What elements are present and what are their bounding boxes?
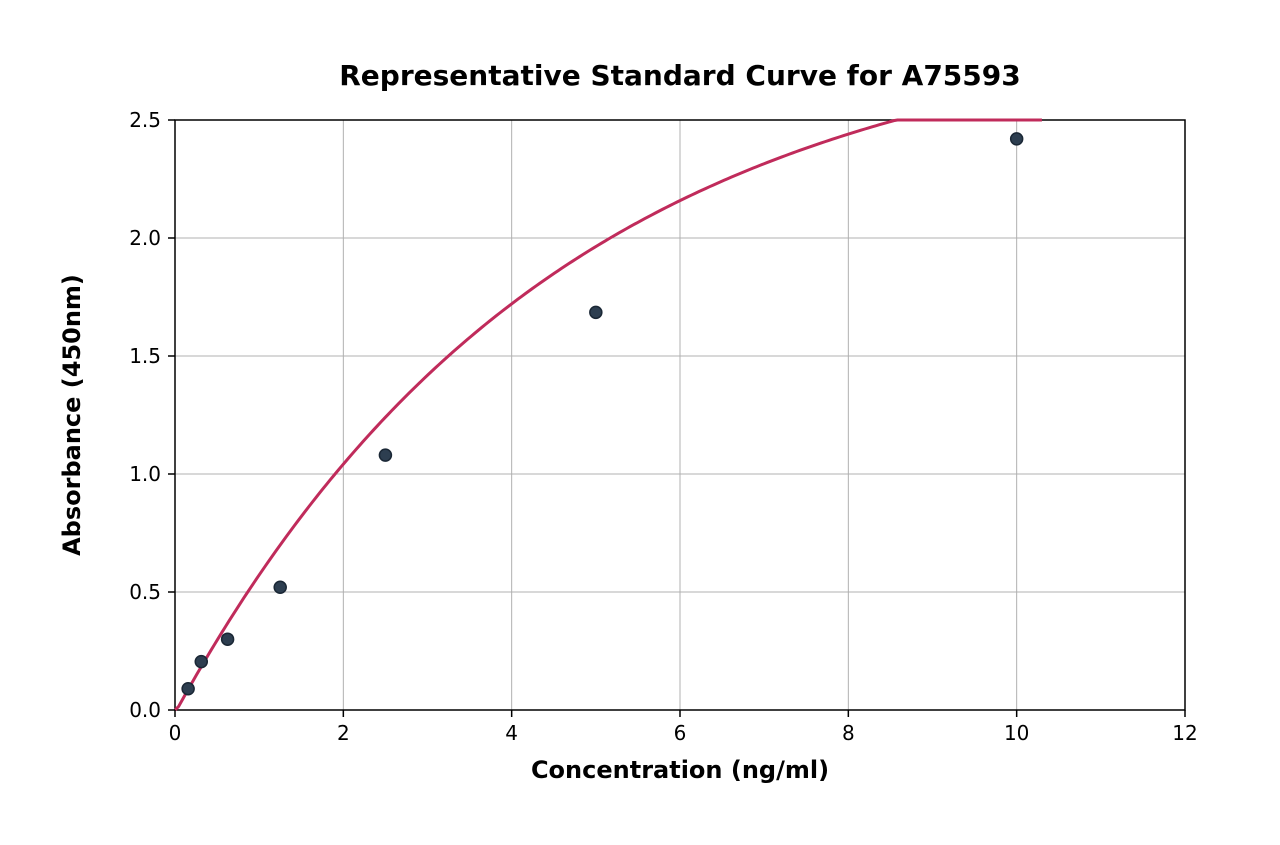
- y-tick-label: 2.0: [129, 226, 161, 250]
- x-tick-label: 0: [169, 721, 182, 745]
- data-point: [182, 683, 194, 695]
- y-tick-label: 2.5: [129, 108, 161, 132]
- standard-curve-chart: 0 2 4 6 8 10 12 0.0 0.5 1.0 1.5 2.0 2.5 Concentration…: [0, 0, 1280, 845]
- chart-title: Representative Standard Curve for A75593: [339, 59, 1021, 92]
- y-tick-label: 1.5: [129, 344, 161, 368]
- x-tick-label: 8: [842, 721, 855, 745]
- y-tick-label: 0.5: [129, 580, 161, 604]
- y-axis-label: Absorbance (450nm): [58, 274, 86, 556]
- x-tick-label: 4: [505, 721, 518, 745]
- chart-background: [0, 0, 1280, 845]
- x-tick-label: 10: [1004, 721, 1029, 745]
- y-tick-label: 1.0: [129, 462, 161, 486]
- x-tick-label: 12: [1172, 721, 1197, 745]
- x-tick-label: 6: [674, 721, 687, 745]
- x-tick-label: 2: [337, 721, 350, 745]
- y-tick-label: 0.0: [129, 698, 161, 722]
- data-point: [1011, 133, 1023, 145]
- data-point: [222, 633, 234, 645]
- data-point: [379, 449, 391, 461]
- x-axis-label: Concentration (ng/ml): [531, 756, 829, 784]
- data-point: [274, 581, 286, 593]
- data-point: [195, 656, 207, 668]
- data-point: [590, 306, 602, 318]
- chart-container: 0 2 4 6 8 10 12 0.0 0.5 1.0 1.5 2.0 2.5 Concentration…: [0, 0, 1280, 845]
